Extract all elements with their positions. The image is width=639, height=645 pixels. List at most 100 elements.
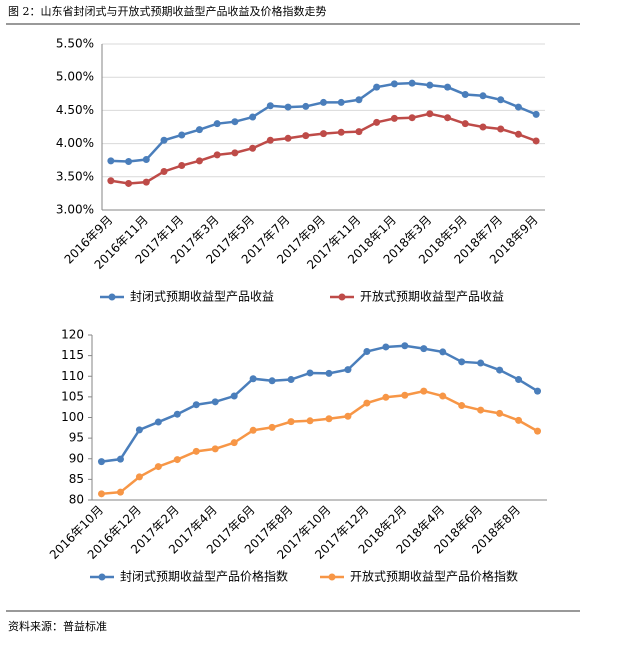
legend-label: 开放式预期收益型产品价格指数 — [350, 569, 518, 584]
point — [107, 177, 115, 185]
point — [266, 136, 274, 144]
point — [479, 123, 487, 131]
y-tick-label: 85 — [69, 472, 84, 486]
legend-marker — [328, 573, 336, 581]
point — [515, 416, 523, 424]
point — [479, 92, 487, 100]
point — [211, 445, 219, 453]
series-line — [110, 81, 537, 163]
point — [230, 439, 238, 447]
point — [107, 157, 115, 165]
series-line — [101, 344, 539, 463]
y-tick-label: 95 — [69, 431, 84, 445]
point — [426, 81, 434, 89]
point — [97, 490, 105, 498]
point — [532, 137, 540, 145]
y-tick-label: 3.50% — [56, 169, 94, 183]
point — [444, 83, 452, 91]
point — [515, 376, 523, 384]
series-line — [110, 112, 537, 185]
point — [231, 149, 239, 157]
legend-marker — [98, 573, 106, 581]
point — [514, 103, 522, 111]
series-line — [101, 389, 539, 496]
point — [355, 96, 363, 104]
point — [325, 369, 333, 377]
point — [135, 426, 143, 434]
point — [287, 376, 295, 384]
point — [249, 113, 257, 121]
y-tick-label: 90 — [69, 451, 84, 465]
point — [477, 406, 485, 414]
legend-label: 封闭式预期收益型产品收益 — [130, 290, 274, 304]
point — [249, 426, 257, 434]
point — [160, 136, 168, 144]
figure-title: 图 2：山东省封闭式与开放式预期收益型产品收益及价格指数走势 — [8, 4, 327, 18]
legend-label: 封闭式预期收益型产品价格指数 — [120, 569, 288, 584]
point — [355, 128, 363, 136]
point — [497, 96, 505, 104]
point — [534, 427, 542, 435]
point — [373, 118, 381, 126]
y-tick-label: 5.00% — [56, 70, 94, 84]
point — [135, 473, 143, 481]
point — [337, 98, 345, 106]
point — [514, 130, 522, 138]
point — [382, 393, 390, 401]
point — [390, 114, 398, 122]
point — [116, 455, 124, 463]
point — [306, 417, 314, 425]
point — [178, 131, 186, 139]
point — [496, 366, 504, 374]
point — [344, 412, 352, 420]
point — [142, 178, 150, 186]
point — [420, 387, 428, 395]
legend-marker — [108, 293, 116, 301]
point — [306, 369, 314, 377]
point — [192, 401, 200, 409]
point — [477, 359, 485, 367]
point — [496, 409, 504, 417]
point — [461, 90, 469, 98]
point — [213, 120, 221, 128]
point — [344, 366, 352, 374]
point — [534, 387, 542, 395]
point — [426, 110, 434, 118]
point — [268, 377, 276, 385]
point — [211, 398, 219, 406]
y-tick-label: 115 — [61, 348, 84, 362]
point — [284, 134, 292, 142]
point — [325, 415, 333, 423]
y-tick-label: 105 — [61, 389, 84, 403]
point — [116, 488, 124, 496]
point — [337, 128, 345, 136]
point — [249, 375, 257, 383]
point — [401, 342, 409, 350]
y-tick-label: 3.00% — [56, 203, 94, 217]
point — [497, 125, 505, 133]
y-tick-label: 5.50% — [56, 37, 94, 51]
point — [195, 126, 203, 134]
point — [439, 392, 447, 400]
point — [461, 120, 469, 128]
point — [173, 410, 181, 418]
point — [439, 348, 447, 356]
point — [142, 156, 150, 164]
point — [302, 102, 310, 110]
point — [320, 98, 327, 106]
point — [125, 158, 133, 166]
point — [266, 102, 274, 110]
point — [408, 114, 416, 122]
point — [363, 348, 371, 355]
point — [444, 114, 452, 122]
point — [178, 162, 186, 170]
point — [154, 418, 162, 426]
point — [373, 83, 381, 91]
point — [195, 157, 203, 165]
point — [401, 391, 409, 399]
point — [230, 392, 238, 400]
point — [125, 179, 133, 187]
y-tick-label: 80 — [69, 493, 84, 507]
point — [231, 118, 239, 126]
